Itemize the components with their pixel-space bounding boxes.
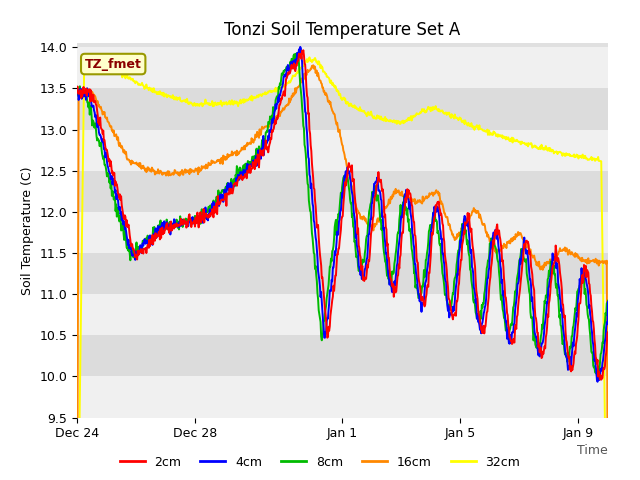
Bar	[77, 336, 608, 376]
Text: Time: Time	[577, 444, 608, 457]
Bar	[77, 212, 608, 253]
Bar	[77, 376, 608, 418]
Bar	[77, 171, 608, 212]
Bar	[77, 88, 608, 130]
Bar	[77, 130, 608, 171]
Title: Tonzi Soil Temperature Set A: Tonzi Soil Temperature Set A	[224, 21, 461, 39]
Text: TZ_fmet: TZ_fmet	[84, 58, 141, 71]
Bar	[77, 48, 608, 88]
Bar	[77, 294, 608, 336]
Legend: 2cm, 4cm, 8cm, 16cm, 32cm: 2cm, 4cm, 8cm, 16cm, 32cm	[115, 451, 525, 474]
Y-axis label: Soil Temperature (C): Soil Temperature (C)	[20, 166, 34, 295]
Bar	[77, 253, 608, 294]
